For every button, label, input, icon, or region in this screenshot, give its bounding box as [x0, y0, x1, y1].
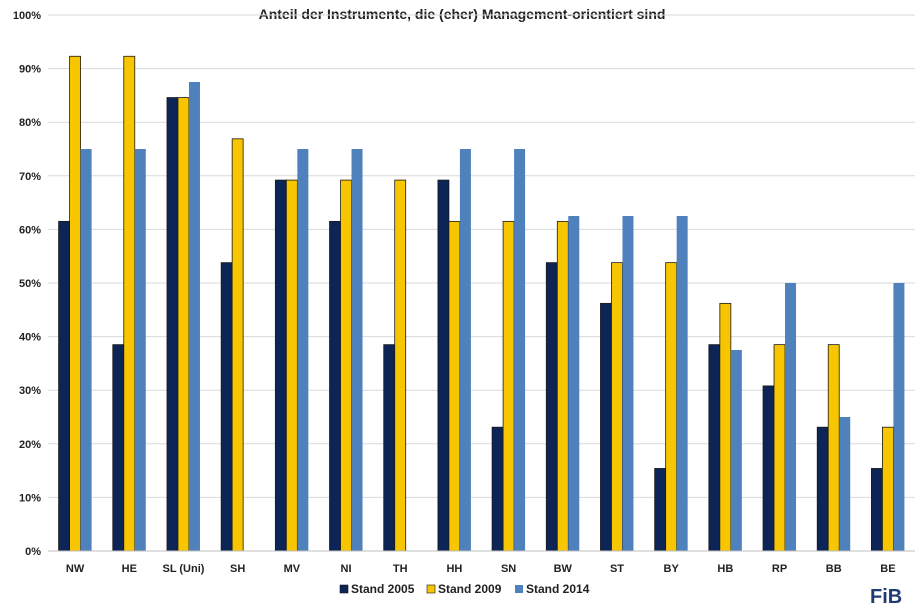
bar-stand-2009-st [611, 262, 623, 552]
x-tick-label: HB [717, 563, 733, 575]
x-tick-label: BY [664, 563, 680, 575]
bar-stand-2005-mv [274, 179, 287, 552]
bars [58, 55, 905, 552]
y-tick-label: 50% [19, 278, 41, 290]
chart-title: Anteil der Instrumente, die (eher) Manag… [259, 6, 666, 22]
bar-stand-2005-sn [491, 426, 504, 552]
bar-stand-2009-be [882, 426, 894, 552]
legend: Stand 2005 Stand 2009 Stand 2014 [339, 582, 590, 596]
bar-stand-2014-sl-uni- [188, 82, 200, 551]
y-tick-label: 30% [19, 385, 41, 397]
bar-stand-2009-sn [502, 220, 515, 552]
bar-stand-2009-ni [340, 179, 352, 552]
bar-stand-2005-st [600, 302, 612, 552]
x-tick-label: RP [772, 563, 787, 575]
bar-stand-2005-th [383, 344, 396, 552]
y-tick-label: 90% [19, 64, 41, 76]
bar-stand-2014-bb [839, 417, 851, 551]
bar-stand-2014-be [893, 283, 905, 551]
x-tick-label: BW [554, 563, 573, 575]
bar-stand-2014-by [676, 216, 688, 551]
bar-stand-2009-nw [69, 55, 81, 552]
bar-stand-2005-he [112, 344, 125, 552]
bar-stand-2014-mv [297, 149, 309, 551]
bar-stand-2014-st [622, 216, 634, 551]
y-tick-label: 60% [19, 224, 41, 236]
legend-swatch [339, 584, 349, 594]
logo-background [868, 582, 915, 605]
x-tick-label: BB [826, 563, 842, 575]
x-tick-label: HE [122, 563, 137, 575]
x-tick-label: TH [393, 563, 408, 575]
bar-stand-2014-ni [351, 149, 363, 551]
bar-stand-2005-ni [329, 220, 341, 552]
bar-stand-2005-by [654, 468, 667, 552]
bar-stand-2005-hh [437, 179, 450, 552]
bar-stand-2005-sl-uni- [166, 97, 179, 552]
legend-swatch [515, 585, 523, 593]
x-tick-label: NI [341, 563, 352, 575]
bar-stand-2009-sh [231, 138, 244, 552]
bar-stand-2014-sn [514, 149, 526, 551]
y-tick-label: 0% [25, 546, 41, 558]
bar-stand-2005-be [871, 468, 883, 552]
bar-stand-2014-hh [459, 149, 471, 551]
bar-stand-2005-bw [545, 262, 558, 552]
bar-stand-2009-by [665, 262, 678, 552]
logo: FiB [868, 582, 915, 605]
bar-stand-2005-nw [58, 220, 70, 552]
bar-stand-2009-bw [556, 220, 569, 552]
bar-stand-2014-he [134, 149, 146, 551]
legend-swatch [426, 584, 436, 594]
y-tick-label: 70% [19, 171, 41, 183]
legend-label: Stand 2005 [351, 582, 415, 596]
y-tick-label: 100% [13, 10, 41, 22]
bar-stand-2005-rp [762, 385, 775, 552]
y-axis-ticks: 0% 10% 20% 30% 40% 50% 60% 70% 80% 90% 100% [13, 10, 41, 558]
bar-stand-2009-bb [827, 344, 840, 552]
bar-stand-2009-hb [719, 302, 732, 552]
y-tick-label: 20% [19, 439, 41, 451]
x-axis-ticks: NW HE SL (Uni) SH MV NI TH HH SN BW ST BY HB RP BB BE [66, 563, 896, 575]
bar-stand-2009-mv [285, 179, 298, 552]
legend-label: Stand 2009 [438, 582, 502, 596]
bar-stand-2005-sh [220, 262, 233, 552]
bar-stand-2014-nw [80, 149, 92, 551]
legend-label: Stand 2014 [526, 582, 590, 596]
x-tick-label: SN [501, 563, 516, 575]
x-tick-label: HH [446, 563, 462, 575]
bar-stand-2014-rp [785, 283, 797, 551]
logo-text: FiB [870, 586, 902, 605]
bar-stand-2005-bb [816, 426, 829, 552]
bar-stand-2009-he [123, 55, 136, 552]
bar-stand-2009-hh [448, 220, 461, 552]
x-tick-label: NW [66, 563, 85, 575]
y-tick-label: 80% [19, 117, 41, 129]
bar-stand-2014-bw [568, 216, 580, 551]
y-tick-label: 10% [19, 492, 41, 504]
x-tick-label: MV [284, 563, 301, 575]
x-tick-label: BE [880, 563, 895, 575]
bar-stand-2009-rp [773, 344, 786, 552]
x-tick-label: SH [230, 563, 245, 575]
y-tick-label: 40% [19, 332, 41, 344]
bar-stand-2014-hb [730, 350, 742, 551]
x-tick-label: ST [610, 563, 624, 575]
bar-stand-2009-th [394, 179, 407, 552]
bar-stand-2009-sl-uni- [177, 97, 190, 552]
x-tick-label: SL (Uni) [162, 563, 204, 575]
bar-stand-2005-hb [708, 344, 721, 552]
